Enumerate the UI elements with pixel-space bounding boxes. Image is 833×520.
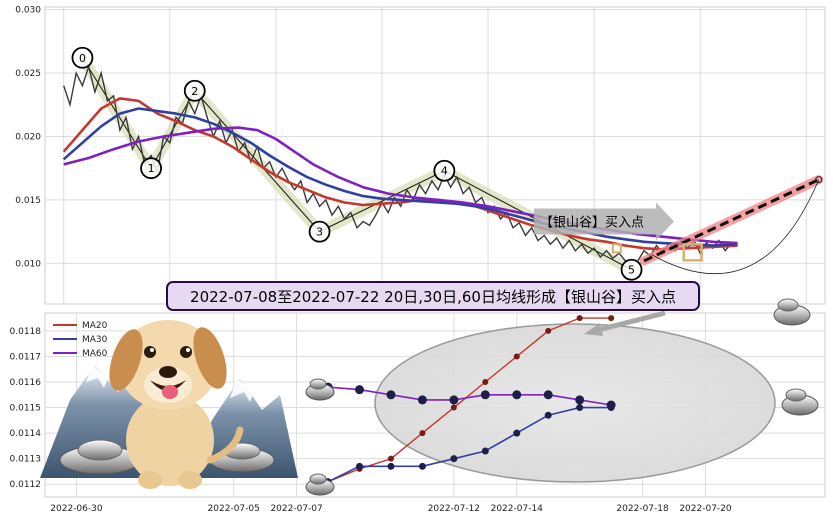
lower-point-ma30 (544, 411, 552, 419)
highlight-ellipse (374, 323, 776, 483)
lower-point-ma60 (355, 385, 365, 395)
lower-x-tick-label: 2022-07-05 (208, 504, 260, 514)
wave-marker-label: 3 (316, 226, 323, 239)
lower-y-tick-label: 0.0116 (10, 378, 42, 388)
pointer-arrow-head (584, 323, 603, 336)
lower-point-ma30 (513, 429, 521, 437)
projection-end-marker (815, 176, 823, 184)
lower-point-ma20 (545, 327, 552, 334)
wave-marker-label: 2 (191, 85, 198, 98)
snow-cap-right-icon (230, 380, 254, 402)
wave-marker-circle (183, 79, 206, 102)
lower-point-ma60 (606, 400, 616, 410)
lower-ma-line-ma60 (328, 386, 612, 406)
lower-point-ma30 (450, 455, 458, 463)
lower-y-ticks: 0.0112 0.0113 0.0114 0.0115 0.0116 0.0117 0.01… (10, 327, 42, 490)
lower-point-ma20 (513, 353, 520, 360)
legend-label-ma30: MA30 (82, 335, 108, 345)
signal-banner-text: 2022-07-08至2022-07-22 20日,30日,60日均线形成【银山… (190, 288, 676, 306)
lower-y-tick-label: 0.0114 (10, 429, 42, 439)
lower-x-ticks: 2022-06-30 2022-07-05 2022-07-07 2022-07-12… (50, 504, 732, 514)
upper-ma-line-ma20 (62, 97, 738, 251)
projection-dash (643, 178, 820, 263)
lower-x-tick-label: 2022-07-07 (270, 504, 322, 514)
lower-ma-line-ma30 (327, 406, 612, 483)
projection-arrow (611, 175, 824, 275)
lower-x-tick-label: 2022-07-14 (491, 504, 544, 514)
lower-point-ma30 (356, 462, 364, 470)
buy-point-callout: 【银山谷】买入点 (533, 202, 674, 241)
upper-y-ticks: 0.010 0.015 0.020 0.025 0.030 (15, 6, 41, 270)
signal-banner-box (166, 281, 700, 311)
upper-y-tick-label: 0.030 (15, 6, 41, 16)
silver-ingot-marker-3-icon (773, 298, 811, 326)
legend: MA20 MA30 MA60 (53, 321, 108, 359)
callout-text: 【银山谷】买入点 (540, 216, 644, 231)
projection-arc (651, 179, 820, 275)
upper-y-tick-label: 0.025 (15, 69, 41, 79)
wave-marker-circle (308, 220, 331, 243)
wave-markers: 0 1 2 3 4 5 (71, 46, 643, 281)
wave-marker-circle (140, 157, 162, 180)
upper-y-tick-label: 0.020 (15, 132, 41, 142)
wave-marker-label: 4 (441, 165, 448, 178)
lower-point-ma60 (512, 390, 522, 400)
upper-panel: 0.010 0.015 0.020 0.025 0.030 0 1 2 3 4 5 【银山谷】买入… (15, 6, 826, 305)
snow-cap-left-icon (86, 365, 108, 388)
wave-marker-label: 1 (148, 162, 155, 175)
lower-point-ma20 (576, 315, 583, 322)
lower-point-ma30 (387, 462, 395, 470)
lower-y-tick-label: 0.0118 (10, 327, 42, 337)
lower-y-tick-label: 0.0117 (10, 352, 42, 362)
lower-point-ma60 (575, 395, 585, 405)
silver-ingot-marker-1-icon (305, 378, 335, 401)
lower-y-tick-label: 0.0113 (10, 455, 42, 465)
lower-ma-lines (323, 315, 616, 486)
lower-x-tick-label: 2022-06-30 (50, 504, 103, 514)
upper-plot-frame (44, 6, 826, 305)
upper-ma-line-ma30 (62, 107, 738, 247)
upper-y-tick-label: 0.015 (15, 196, 41, 206)
wave-marker-label: 0 (79, 52, 86, 65)
buy-marker-square (611, 243, 622, 254)
lower-point-ma20 (608, 315, 615, 322)
wave-marker-circle (620, 258, 643, 281)
mascot-illustration (40, 298, 819, 496)
dog-icon (109, 320, 244, 489)
silver-ingot-marker-2-icon (305, 473, 335, 496)
buy-marker-square (682, 243, 703, 262)
lower-x-tick-label: 2022-07-12 (428, 504, 480, 514)
pointer-arrow-shaft (597, 310, 666, 333)
lower-point-ma20 (419, 430, 426, 437)
lower-y-tick-label: 0.0112 (10, 480, 42, 490)
legend-label-ma60: MA60 (82, 349, 108, 359)
wave-marker-circle (71, 46, 94, 69)
silver-ingot-marker-4-icon (781, 388, 819, 416)
lower-y-tick-label: 0.0115 (10, 404, 42, 414)
lower-point-ma30 (481, 447, 489, 455)
lower-point-ma30 (576, 404, 584, 412)
legend-label-ma20: MA20 (82, 321, 108, 331)
signal-banner: 2022-07-08至2022-07-22 20日,30日,60日均线形成【银山… (166, 281, 700, 311)
upper-grid (45, 7, 825, 304)
pointer-arrow (584, 310, 666, 336)
lower-ma-line-ma20 (327, 317, 612, 483)
lower-point-ma20 (450, 404, 457, 411)
lower-point-ma30 (418, 462, 426, 470)
wave-marker-circle (433, 159, 456, 182)
lower-point-ma20 (482, 379, 489, 385)
lower-x-tick-label: 2022-07-18 (616, 504, 669, 514)
upper-y-tick-label: 0.010 (15, 259, 41, 269)
lower-point-ma20 (387, 455, 394, 462)
callout-arrow-shape (533, 202, 674, 241)
lower-x-tick-label: 2022-07-20 (679, 504, 732, 514)
lower-point-ma60 (449, 395, 459, 405)
wave-marker-label: 5 (628, 264, 635, 277)
lower-point-ma60 (386, 390, 396, 400)
lower-point-ma60 (417, 395, 427, 405)
lower-point-ma60 (480, 390, 490, 400)
lower-point-ma60 (543, 390, 553, 400)
wave-segment (194, 90, 320, 233)
